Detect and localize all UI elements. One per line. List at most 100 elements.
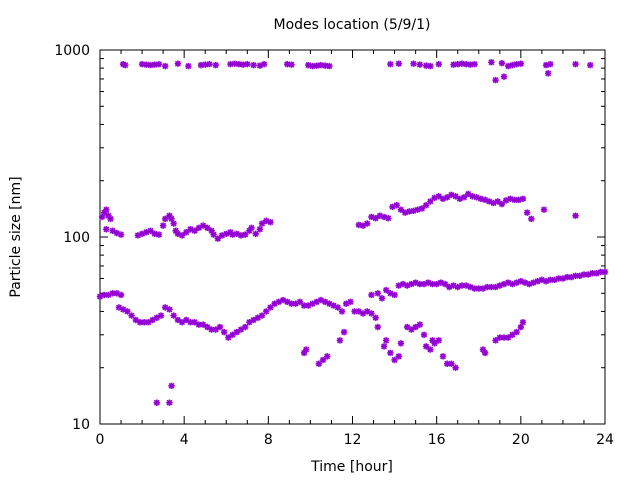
data-point <box>324 353 331 360</box>
data-point <box>448 360 455 367</box>
data-point <box>368 310 375 317</box>
data-point <box>170 312 177 319</box>
x-tick-label: 12 <box>344 432 362 448</box>
data-point <box>387 60 394 68</box>
data-point <box>206 60 213 68</box>
data-point <box>124 308 131 315</box>
data-point <box>159 222 167 229</box>
data-point <box>183 229 190 236</box>
data-point <box>587 61 594 69</box>
data-point <box>572 60 579 68</box>
data-point <box>166 399 173 406</box>
y-axis: 10 100 1000 <box>54 43 605 433</box>
data-point <box>117 231 125 238</box>
data-point <box>326 62 333 70</box>
data-point <box>382 337 390 344</box>
data-point <box>498 59 506 67</box>
plot-frame <box>99 49 606 425</box>
data-point <box>416 61 424 68</box>
y-tick-label: 100 <box>63 230 90 246</box>
x-tick-label: 16 <box>428 432 446 448</box>
x-tick-label: 20 <box>512 432 530 448</box>
data-point <box>601 268 609 276</box>
data-point <box>248 224 255 231</box>
data-point <box>225 334 232 341</box>
data-point <box>572 212 579 219</box>
data-point <box>385 215 392 222</box>
data-point <box>103 206 110 213</box>
data-point <box>547 60 554 68</box>
data-point <box>500 73 508 80</box>
data-point <box>319 356 327 364</box>
data-point <box>427 62 434 70</box>
data-point <box>364 220 371 227</box>
data-point <box>544 70 552 77</box>
data-point <box>439 353 447 360</box>
data-point <box>494 198 501 205</box>
data-point <box>122 61 129 69</box>
data-point <box>387 349 394 357</box>
data-point <box>252 230 259 238</box>
data-point <box>517 60 525 67</box>
data-point <box>147 227 154 234</box>
data-point <box>241 323 249 331</box>
data-point <box>153 399 161 406</box>
data-point <box>395 353 402 360</box>
data-point <box>408 326 415 333</box>
data-point <box>214 235 222 242</box>
data-point <box>540 206 548 213</box>
data-point <box>210 231 217 238</box>
data-point <box>128 312 135 319</box>
x-axis: 0 4 8 12 16 20 24 <box>96 50 614 448</box>
data-point <box>431 340 438 347</box>
data-point <box>107 215 114 223</box>
data-point <box>267 218 274 226</box>
data-points <box>96 59 609 406</box>
data-point <box>528 215 535 223</box>
data-point <box>523 209 531 216</box>
data-point <box>420 331 428 338</box>
y-tick-label: 10 <box>72 417 90 433</box>
data-point <box>372 314 379 321</box>
data-point <box>340 328 348 336</box>
data-point <box>185 62 192 70</box>
data-point <box>488 59 495 66</box>
data-point <box>397 340 405 347</box>
data-point <box>404 282 411 289</box>
data-point <box>505 334 512 341</box>
data-point <box>250 61 257 69</box>
data-point <box>220 328 228 336</box>
data-point <box>481 349 489 357</box>
data-point <box>256 226 264 233</box>
data-point <box>178 232 186 239</box>
data-point <box>347 298 354 306</box>
data-point <box>334 304 341 311</box>
y-tick-label: 1000 <box>54 43 90 59</box>
data-point <box>117 291 125 299</box>
data-point <box>427 346 434 353</box>
data-point <box>435 60 442 68</box>
data-point <box>216 323 224 331</box>
data-point <box>380 343 388 350</box>
data-point <box>303 346 310 353</box>
data-point <box>435 337 442 344</box>
data-point <box>157 312 165 319</box>
x-tick-label: 8 <box>264 432 273 448</box>
data-point <box>446 283 453 291</box>
data-point <box>241 231 249 238</box>
data-point <box>168 382 175 390</box>
data-point <box>170 220 177 227</box>
data-point <box>260 60 268 68</box>
data-point <box>452 193 459 200</box>
data-point <box>492 76 499 84</box>
data-point <box>374 323 381 331</box>
data-point <box>155 60 163 68</box>
data-point <box>355 221 363 229</box>
chart-title: Modes location (5/9/1) <box>274 17 431 33</box>
data-point <box>460 194 468 201</box>
data-point <box>441 280 449 288</box>
data-point <box>519 195 527 203</box>
data-point <box>204 224 211 231</box>
data-point <box>235 60 243 68</box>
